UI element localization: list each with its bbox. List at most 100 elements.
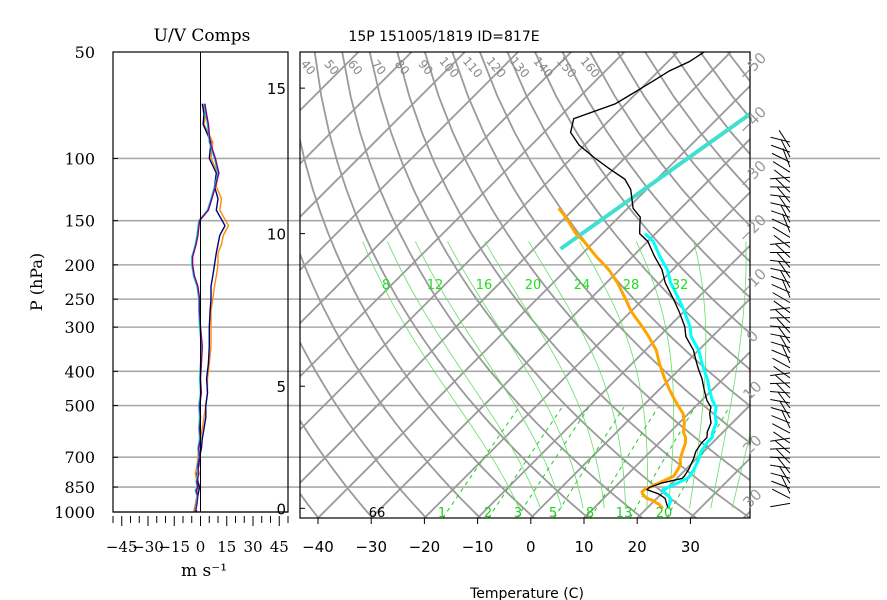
- wind-barb: [782, 213, 791, 233]
- dry-adiabat: [561, 52, 750, 299]
- dry-adiabat: [506, 52, 750, 371]
- isotherm: [300, 52, 732, 485]
- mixing-ratio-line: [488, 406, 563, 518]
- dry-adiabat: [300, 251, 481, 518]
- temp-tick-label: −30: [355, 538, 387, 556]
- dry-adiabat: [451, 52, 750, 444]
- mixing-ratio-line: [516, 406, 590, 518]
- isotherm-label: 30: [739, 485, 765, 511]
- dry-adiabat: [755, 52, 887, 518]
- dry-adiabat: [865, 52, 887, 518]
- dry-adiabat: [589, 52, 750, 263]
- wind-barb: [770, 325, 791, 329]
- wind-barb: [782, 148, 791, 168]
- isotherm-label: −40: [735, 103, 770, 138]
- wind-barb: [771, 349, 791, 359]
- dry-adiabat: [396, 52, 750, 518]
- skew-t-title: 15P 151005/1819 ID=817E: [348, 29, 539, 45]
- pressure-tick-label: 200: [64, 256, 95, 275]
- wind-barb: [770, 202, 791, 208]
- temp-tick-label: −10: [462, 538, 494, 556]
- pressure-tick-label: 500: [64, 397, 95, 416]
- temp-tick-label: 10: [574, 538, 593, 556]
- mixing-ratio-line: [553, 406, 625, 518]
- moist-adiabat-label: 8: [382, 278, 390, 293]
- temp-tick-label: 30: [681, 538, 700, 556]
- isotherm: [300, 52, 679, 431]
- isotherm: [300, 52, 572, 325]
- wind-barb: [776, 186, 791, 203]
- wind-tick-label: 30: [243, 538, 262, 556]
- wind-barb: [770, 136, 791, 143]
- wind-barb: [774, 374, 791, 389]
- bold-cyan-line: [559, 111, 750, 251]
- skew-t-series: [557, 52, 750, 510]
- dry-adiabat: [534, 52, 750, 335]
- temp-tick-label: 20: [628, 538, 647, 556]
- temp-tick-label: −20: [409, 538, 441, 556]
- left-series: [191, 103, 230, 513]
- isotherm: [583, 350, 750, 518]
- height-tick-label: 15: [267, 80, 286, 98]
- mixing-ratio-line: [629, 406, 696, 518]
- pressure-tick-label: 100: [64, 149, 95, 168]
- left-y-axis-label: P (hPa): [27, 253, 46, 311]
- wind-barb: [772, 357, 791, 369]
- wind-barb: [777, 391, 791, 409]
- wind-barb: [779, 400, 791, 419]
- wind-barb: [773, 366, 791, 379]
- temperature-line: [569, 52, 712, 509]
- wind-barb: [770, 502, 791, 508]
- wind-barb: [771, 488, 791, 499]
- pressure-tick-label: 400: [64, 362, 95, 381]
- wind-barb: [772, 161, 791, 173]
- dry-adiabat: [341, 52, 643, 518]
- wind-tick-label: −45: [106, 538, 138, 556]
- wind-barb: [769, 382, 791, 385]
- wind-barb: [770, 267, 791, 274]
- theta-label: 120: [483, 54, 508, 81]
- wind-barb: [771, 284, 791, 294]
- wind-barb: [778, 260, 791, 278]
- bottom-number-label: 1: [438, 506, 446, 521]
- isotherm: [530, 297, 750, 518]
- wind-tick-labels: −45−30−15 0 15 30 45: [106, 516, 289, 556]
- moist-adiabat: [710, 241, 747, 509]
- wind-barb: [773, 431, 791, 444]
- wind-barb: [779, 335, 791, 354]
- sounding-line: [569, 52, 712, 509]
- dry-adiabat: [300, 136, 535, 518]
- dry-adiabat: [300, 340, 427, 518]
- bottom-number-label: 66: [369, 506, 386, 521]
- wind-barb: [771, 144, 791, 153]
- wind-barb: [775, 243, 791, 258]
- wind-barb: [775, 382, 791, 399]
- dry-adiabat: [810, 52, 887, 518]
- wind-tick-label: −30: [132, 538, 164, 556]
- mixing-ratio-line: [442, 406, 520, 518]
- wind-barb: [778, 466, 791, 484]
- sounding-line: [557, 207, 688, 510]
- left-grid: [113, 157, 880, 513]
- isotherm: [742, 510, 750, 518]
- wind-barb: [779, 269, 791, 288]
- wind-barb: [772, 226, 791, 238]
- left-panel-title: U/V Comps: [154, 26, 251, 46]
- isotherm-label: −30: [735, 157, 770, 192]
- pressure-tick-label: 850: [64, 478, 95, 497]
- height-tick-label: 0: [276, 500, 286, 518]
- wind-tick-label: 45: [270, 538, 289, 556]
- bottom-number-label: 8: [586, 506, 594, 521]
- moist-adiabat: [484, 241, 605, 509]
- skew-t-x-axis-label: Temperature (C): [469, 586, 584, 600]
- dry-adiabat: [423, 52, 750, 482]
- wind-barb: [774, 308, 791, 324]
- moist-adiabat-label: 16: [476, 278, 493, 293]
- wind-barb: [780, 204, 791, 223]
- wind-barb: [770, 456, 791, 459]
- moist-adiabat: [689, 241, 707, 509]
- moist-adiabat: [731, 433, 750, 509]
- wind-barb: [773, 235, 791, 248]
- moist-adiabat-label: 12: [427, 278, 444, 293]
- wind-barb: [770, 464, 791, 469]
